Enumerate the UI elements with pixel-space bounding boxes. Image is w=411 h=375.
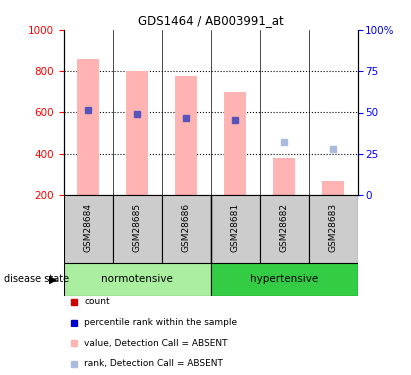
Title: GDS1464 / AB003991_at: GDS1464 / AB003991_at — [138, 15, 284, 27]
Bar — [113, 195, 162, 262]
Bar — [260, 195, 309, 262]
Text: count: count — [84, 297, 110, 306]
Text: GSM28683: GSM28683 — [328, 203, 337, 252]
Bar — [126, 71, 148, 195]
Text: GSM28682: GSM28682 — [279, 203, 289, 252]
Bar — [64, 262, 210, 296]
Bar — [273, 158, 295, 195]
Bar — [211, 262, 358, 296]
Text: disease state: disease state — [4, 274, 69, 284]
Bar — [175, 76, 197, 195]
Text: GSM28681: GSM28681 — [231, 203, 240, 252]
Text: hypertensive: hypertensive — [250, 274, 318, 284]
Text: GSM28686: GSM28686 — [182, 203, 191, 252]
Bar — [224, 92, 246, 195]
Bar — [211, 195, 260, 262]
Text: GSM28684: GSM28684 — [84, 203, 93, 252]
Text: value, Detection Call = ABSENT: value, Detection Call = ABSENT — [84, 339, 228, 348]
Text: GSM28685: GSM28685 — [133, 203, 142, 252]
Text: rank, Detection Call = ABSENT: rank, Detection Call = ABSENT — [84, 359, 223, 368]
Bar — [77, 59, 99, 195]
Text: ▶: ▶ — [48, 274, 57, 284]
Bar — [309, 195, 358, 262]
Bar — [64, 195, 113, 262]
Bar — [162, 195, 211, 262]
Text: percentile rank within the sample: percentile rank within the sample — [84, 318, 238, 327]
Bar — [322, 181, 344, 195]
Text: normotensive: normotensive — [101, 274, 173, 284]
